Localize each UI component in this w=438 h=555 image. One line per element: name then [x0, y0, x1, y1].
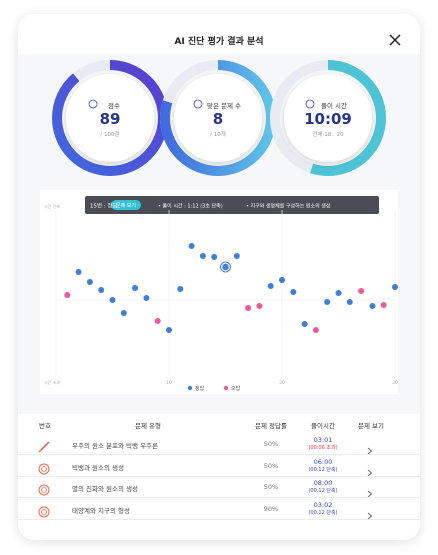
column-header: 번호	[39, 422, 51, 430]
tooltip-button-label: 문제 보기	[116, 202, 136, 209]
row-divider	[18, 497, 420, 498]
data-point	[267, 283, 274, 289]
legend-marker	[187, 385, 193, 391]
row-time: 03:01	[313, 436, 333, 444]
row-rate: 50%	[263, 461, 279, 470]
row-title: 우주의 원소 분포와 빅뱅 우주론	[72, 442, 159, 450]
legend-label: 정답	[195, 385, 205, 392]
data-point	[75, 269, 82, 275]
gauge-score	[52, 60, 168, 176]
view-question[interactable]	[367, 462, 373, 481]
row-time-diff: (00:12 단축)	[308, 509, 338, 516]
row-title: 태양계와 지구의 형성	[72, 506, 130, 515]
data-point	[392, 284, 398, 290]
tooltip-time: • 풀이 시간 : 1:12 (3초 단축)	[158, 203, 223, 210]
data-point	[233, 253, 240, 259]
data-point	[312, 327, 319, 333]
row-time-diff: (00:06 초과)	[308, 445, 338, 451]
data-point	[222, 263, 229, 271]
gauge-label: 풀이 시간	[321, 102, 347, 110]
data-point	[335, 290, 342, 296]
row-title: 빅뱅과 원소의 생성	[72, 463, 124, 472]
gauge-label: 점수	[108, 102, 120, 110]
view-question[interactable]	[367, 440, 373, 459]
row-time: 03:02	[313, 500, 333, 509]
legend-label: 오답	[231, 385, 241, 392]
column-header: 문제 유형	[135, 422, 161, 430]
data-point	[86, 279, 93, 285]
gauge-value: 8	[212, 110, 224, 128]
gauge-value: 10:09	[304, 110, 352, 128]
data-point	[166, 327, 172, 333]
gauge-sub: / 100점	[100, 132, 120, 138]
data-point	[301, 321, 308, 327]
row-time: 08:00	[313, 479, 333, 487]
row-rate: 50%	[263, 483, 279, 491]
gauge-value: 89	[99, 110, 121, 128]
row-title: 별의 진화와 원소의 생성	[72, 485, 138, 493]
data-point	[211, 254, 218, 260]
x-tick-label: 20	[279, 380, 285, 386]
data-point	[199, 253, 206, 259]
data-point	[256, 303, 263, 309]
data-point	[358, 288, 365, 294]
data-point	[290, 289, 297, 295]
row-time-diff: (00:12 단축)	[308, 466, 338, 473]
x-tick-label: 30	[392, 380, 398, 386]
gauge-label: 맞은 문제 수	[206, 102, 242, 110]
row-icon	[38, 460, 50, 474]
data-point	[369, 303, 376, 309]
data-point	[98, 287, 105, 293]
data-point	[279, 277, 285, 283]
data-point	[324, 299, 331, 305]
data-point	[380, 302, 387, 308]
data-point	[109, 297, 116, 303]
view-question[interactable]	[367, 505, 373, 524]
row-icon	[38, 481, 50, 496]
gauges	[52, 60, 386, 176]
data-point	[245, 305, 252, 311]
gauge-time	[270, 60, 386, 176]
data-point	[346, 299, 353, 305]
row-time-diff: (00:12 단축)	[308, 488, 338, 494]
gauge-sub: / 10개	[210, 132, 226, 138]
row-icon	[38, 503, 50, 517]
y-bottom-label: 시간 초과	[44, 379, 60, 385]
row-icon	[38, 438, 50, 453]
gauge-sub: 전체 18 : 20	[312, 132, 344, 138]
column-header: 풀이시간	[311, 422, 335, 430]
tooltip-topic: • 지구와 생명체를 구성하는 원소의 생성	[246, 203, 331, 210]
data-point	[143, 295, 150, 301]
column-header: 문제 보기	[358, 422, 384, 430]
view-question[interactable]	[367, 483, 373, 502]
column-header: 문제 정답률	[255, 422, 287, 430]
row-divider	[18, 475, 420, 477]
data-point	[120, 310, 127, 316]
data-point	[177, 286, 184, 292]
data-point	[188, 243, 195, 249]
tooltip-button[interactable]	[111, 200, 141, 210]
result-dialog: AI 진단 평가 결과 분석 점수 89 / 100점 맞은 문제	[18, 14, 420, 540]
chart-panel	[40, 190, 398, 394]
row-rate: 50%	[263, 440, 279, 448]
row-divider	[18, 518, 420, 520]
row-time: 06:00	[313, 457, 333, 466]
row-rate: 90%	[263, 504, 279, 513]
x-tick-label: 10	[166, 380, 172, 386]
dialog-title: AI 진단 평가 결과 분석	[174, 37, 264, 47]
data-point	[64, 292, 71, 298]
data-point	[154, 318, 161, 324]
y-top-label: 시간 단축	[44, 203, 60, 209]
row-divider	[18, 454, 420, 455]
tooltip-title: 15번 : 정답	[90, 202, 118, 210]
legend-marker	[223, 385, 229, 391]
close-button[interactable]	[389, 34, 401, 46]
data-point	[132, 285, 139, 291]
tooltip	[85, 196, 379, 214]
